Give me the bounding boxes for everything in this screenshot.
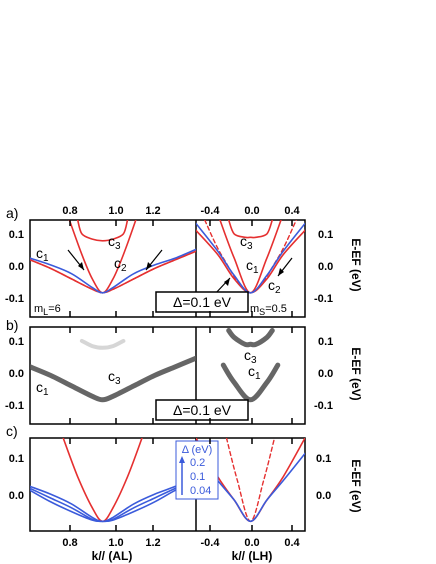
- x-axis-label: k// (AL): [92, 549, 133, 563]
- series-line-gray-thick: [220, 362, 281, 403]
- band-label-c3: c3: [240, 233, 253, 252]
- legend-entry: 0.1: [190, 471, 205, 483]
- tick-label: 1.0: [108, 537, 123, 549]
- right-axis-label: E-EF (eV): [349, 347, 363, 400]
- plot-frame: [29, 326, 306, 425]
- panel-label-b: b): [6, 317, 18, 333]
- tick-label: -0.1: [5, 293, 24, 305]
- plot-area: [196, 220, 305, 294]
- plot-frame: [29, 219, 306, 318]
- tick-label: -0.1: [5, 400, 24, 412]
- series-line-gray-faint: [79, 338, 126, 350]
- panel-label-a: a): [6, 205, 18, 221]
- series-line-gray-thick: [226, 328, 275, 348]
- arrowhead: [78, 262, 84, 270]
- series-line-gray-thick: [30, 355, 196, 403]
- tick-label: 0.1: [9, 229, 24, 241]
- series-line-red-solid: [227, 220, 274, 239]
- band-label-c1: c1: [248, 363, 261, 382]
- tick-label: 1.2: [145, 537, 160, 549]
- tick-label: 0.1: [316, 453, 331, 465]
- series-line-blue: [30, 479, 196, 523]
- tick-label: 0.0: [244, 537, 259, 549]
- plot-area: [30, 438, 196, 523]
- band-label-c2: c2: [268, 277, 281, 296]
- tick-label: 0.1: [318, 229, 333, 241]
- delta-box: [155, 399, 249, 421]
- tick-label: 0.4: [284, 537, 300, 549]
- plot-area: [30, 338, 196, 403]
- tick-label: 1.2: [145, 205, 160, 217]
- param-label-ml: mL=6: [34, 303, 61, 317]
- series-line-blue: [30, 476, 196, 523]
- tick-label: 0.8: [62, 205, 77, 217]
- tick-label: 0.4: [284, 205, 300, 217]
- tick-label: -0.4: [201, 205, 221, 217]
- series-line-red-solid: [68, 220, 137, 294]
- series-line-blue: [30, 248, 196, 294]
- arrowhead: [224, 278, 230, 286]
- legend-title: Δ (eV): [182, 444, 213, 456]
- tick-label: 0.0: [9, 490, 24, 502]
- tick-label: -0.4: [201, 537, 221, 549]
- tick-label: 0.1: [318, 336, 333, 348]
- tick-label: 0.8: [62, 537, 77, 549]
- band-label-c3: c3: [108, 233, 121, 252]
- series-line-red-dashed: [225, 438, 276, 523]
- arrowhead: [146, 262, 152, 270]
- tick-label: 0.0: [318, 261, 333, 273]
- series-line-red-solid: [76, 220, 129, 242]
- tick-label: 0.0: [318, 368, 333, 380]
- tick-label: 0.1: [9, 336, 24, 348]
- tick-label: 0.0: [244, 205, 259, 217]
- param-label-ms: mS=0.5: [250, 303, 287, 317]
- delta-label: Δ=0.1 eV: [173, 402, 232, 418]
- arrowhead: [278, 268, 284, 276]
- series-line-blue: [196, 222, 305, 294]
- series-line-blue: [30, 477, 196, 523]
- x-axis-label: k// (LH): [232, 549, 273, 563]
- tick-label: 0.1: [9, 453, 24, 465]
- tick-label: -0.1: [314, 293, 333, 305]
- legend-arrowhead: [179, 456, 185, 463]
- plot-area: [30, 220, 196, 294]
- tick-label: -0.1: [314, 400, 333, 412]
- plot-frame: [29, 437, 306, 532]
- legend-box: [175, 440, 219, 500]
- series-line-red-dashed: [30, 250, 196, 294]
- tick-label: 0.0: [9, 261, 24, 273]
- legend-entry: 0.04: [190, 485, 211, 497]
- right-axis-label: E-EF (eV): [349, 459, 363, 512]
- tick-label: 0.0: [9, 368, 24, 380]
- panel-label-c: c): [6, 423, 18, 439]
- tick-label: 1.0: [108, 205, 123, 217]
- band-label-c1: c1: [36, 379, 49, 398]
- right-axis-label: E-EF (eV): [349, 238, 363, 291]
- band-label-c3: c3: [108, 368, 121, 387]
- series-line-red-solid: [30, 250, 196, 294]
- delta-label: Δ=0.1 eV: [173, 294, 232, 310]
- delta-box: [155, 291, 249, 313]
- band-label-c1: c1: [246, 257, 259, 276]
- tick-label: 0.0: [316, 490, 331, 502]
- plot-area: [220, 328, 281, 403]
- legend-entry: 0.2: [190, 457, 205, 469]
